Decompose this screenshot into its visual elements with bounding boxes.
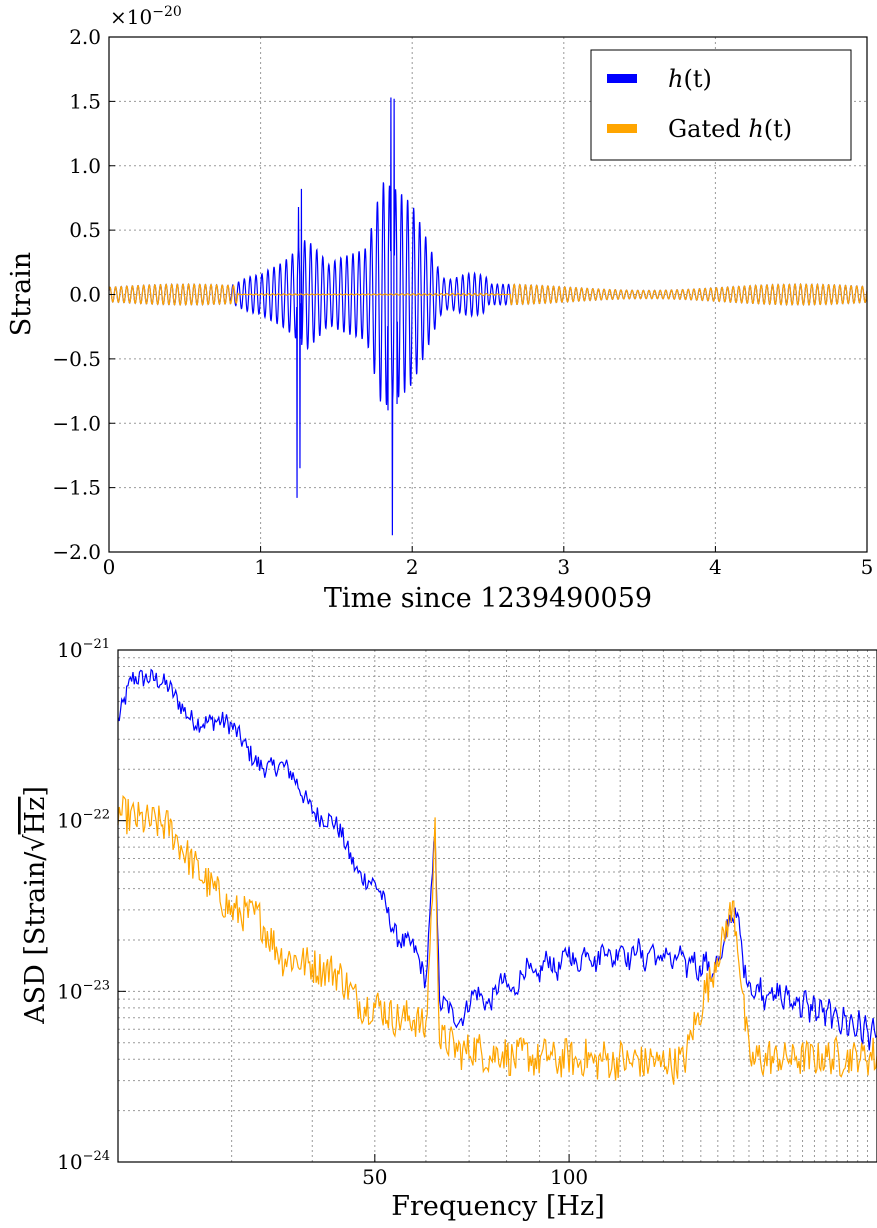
y-multiplier-exponent: −20 <box>152 4 182 20</box>
strain-tick-label-y: 2.0 <box>69 25 101 49</box>
asd-tick-label-exp: −22 <box>83 808 110 823</box>
y-multiplier-base: ×10 <box>110 5 152 29</box>
asd-tick-label-x: 50 <box>362 1165 387 1189</box>
strain-tick-label-y: −0.5 <box>52 347 101 371</box>
legend-swatch-gated <box>607 124 637 133</box>
legend-label-gated-italic: h <box>748 115 763 143</box>
time-tick-label-x: 5 <box>861 555 874 579</box>
time-tick-label-x: 3 <box>557 555 570 579</box>
y-axis-label-asd: ASD [Strain/√Hz] <box>20 786 51 1025</box>
asd-tick-label-y: 10−23 <box>57 978 110 1003</box>
asd-label-suffix: ] <box>20 786 51 797</box>
time-series-lines <box>108 97 868 536</box>
legend-label-raw-arg: (t) <box>683 65 711 93</box>
asd-line-gated <box>117 794 877 1085</box>
y-multiplier-label: ×10−20 <box>110 4 182 29</box>
series-line-raw <box>108 97 868 536</box>
legend-label-raw: h(t) <box>668 65 712 93</box>
strain-tick-label-y: 1.5 <box>69 89 101 113</box>
asd-tick-label-base: 10 <box>57 979 82 1003</box>
asd-tick-label-y: 10−22 <box>57 808 110 833</box>
legend-swatch-raw <box>607 74 637 83</box>
asd-lines <box>117 668 877 1085</box>
time-series-ticks: 0 1 2 3 4 5 2.0 1.5 1.0 0.5 0.0 −0.5 −1.0 −1.5 −2.0 <box>52 25 873 579</box>
legend: h(t) Gated h(t) <box>590 49 852 161</box>
time-tick-label-x: 0 <box>103 555 116 579</box>
strain-tick-label-y: −1.5 <box>52 476 101 500</box>
asd-tick-label-x: 100 <box>550 1165 588 1189</box>
y-axis-label-strain: Strain <box>6 252 37 336</box>
asd-plot-frame <box>117 649 877 1163</box>
asd-label-sqrt: √ <box>20 834 51 852</box>
asd-tick-label-y: 10−24 <box>57 1149 110 1174</box>
asd-tick-label-exp: −23 <box>83 978 110 993</box>
time-tick-label-x: 1 <box>254 555 267 579</box>
asd-tick-label-base: 10 <box>57 638 82 662</box>
time-tick-label-x: 2 <box>406 555 419 579</box>
legend-label-raw-base: h <box>668 65 683 93</box>
asd-label-prefix: ASD [Strain/ <box>20 851 51 1025</box>
x-axis-label-time: Time since 1239490059 <box>324 583 652 614</box>
strain-tick-label-y: −2.0 <box>52 540 101 564</box>
strain-tick-label-y: −1.0 <box>52 411 101 435</box>
asd-tick-label-base: 10 <box>57 809 82 833</box>
strain-tick-label-y: 0.0 <box>69 283 101 307</box>
legend-label-gated-base: Gated <box>668 115 748 143</box>
strain-tick-label-y: 0.5 <box>69 218 101 242</box>
legend-box <box>590 49 852 161</box>
asd-tick-label-exp: −21 <box>83 637 110 652</box>
asd-tick-label-exp: −24 <box>83 1149 110 1164</box>
asd-tick-label-base: 10 <box>57 1150 82 1174</box>
legend-label-gated-arg: (t) <box>764 115 792 143</box>
asd-tick-label-y: 10−21 <box>57 637 110 662</box>
asd-line-raw <box>117 668 877 1051</box>
series-line-gated <box>108 282 868 307</box>
legend-label-gated: Gated h(t) <box>668 115 792 143</box>
time-series-chart: 0 1 2 3 4 5 2.0 1.5 1.0 0.5 0.0 −0.5 −1.0 −1.5 −2.0 ×1… <box>6 4 873 614</box>
x-axis-label-frequency: Frequency [Hz] <box>391 1191 604 1222</box>
time-tick-label-x: 4 <box>709 555 722 579</box>
asd-label-unit: Hz <box>20 797 51 835</box>
strain-tick-label-y: 1.0 <box>69 154 101 178</box>
